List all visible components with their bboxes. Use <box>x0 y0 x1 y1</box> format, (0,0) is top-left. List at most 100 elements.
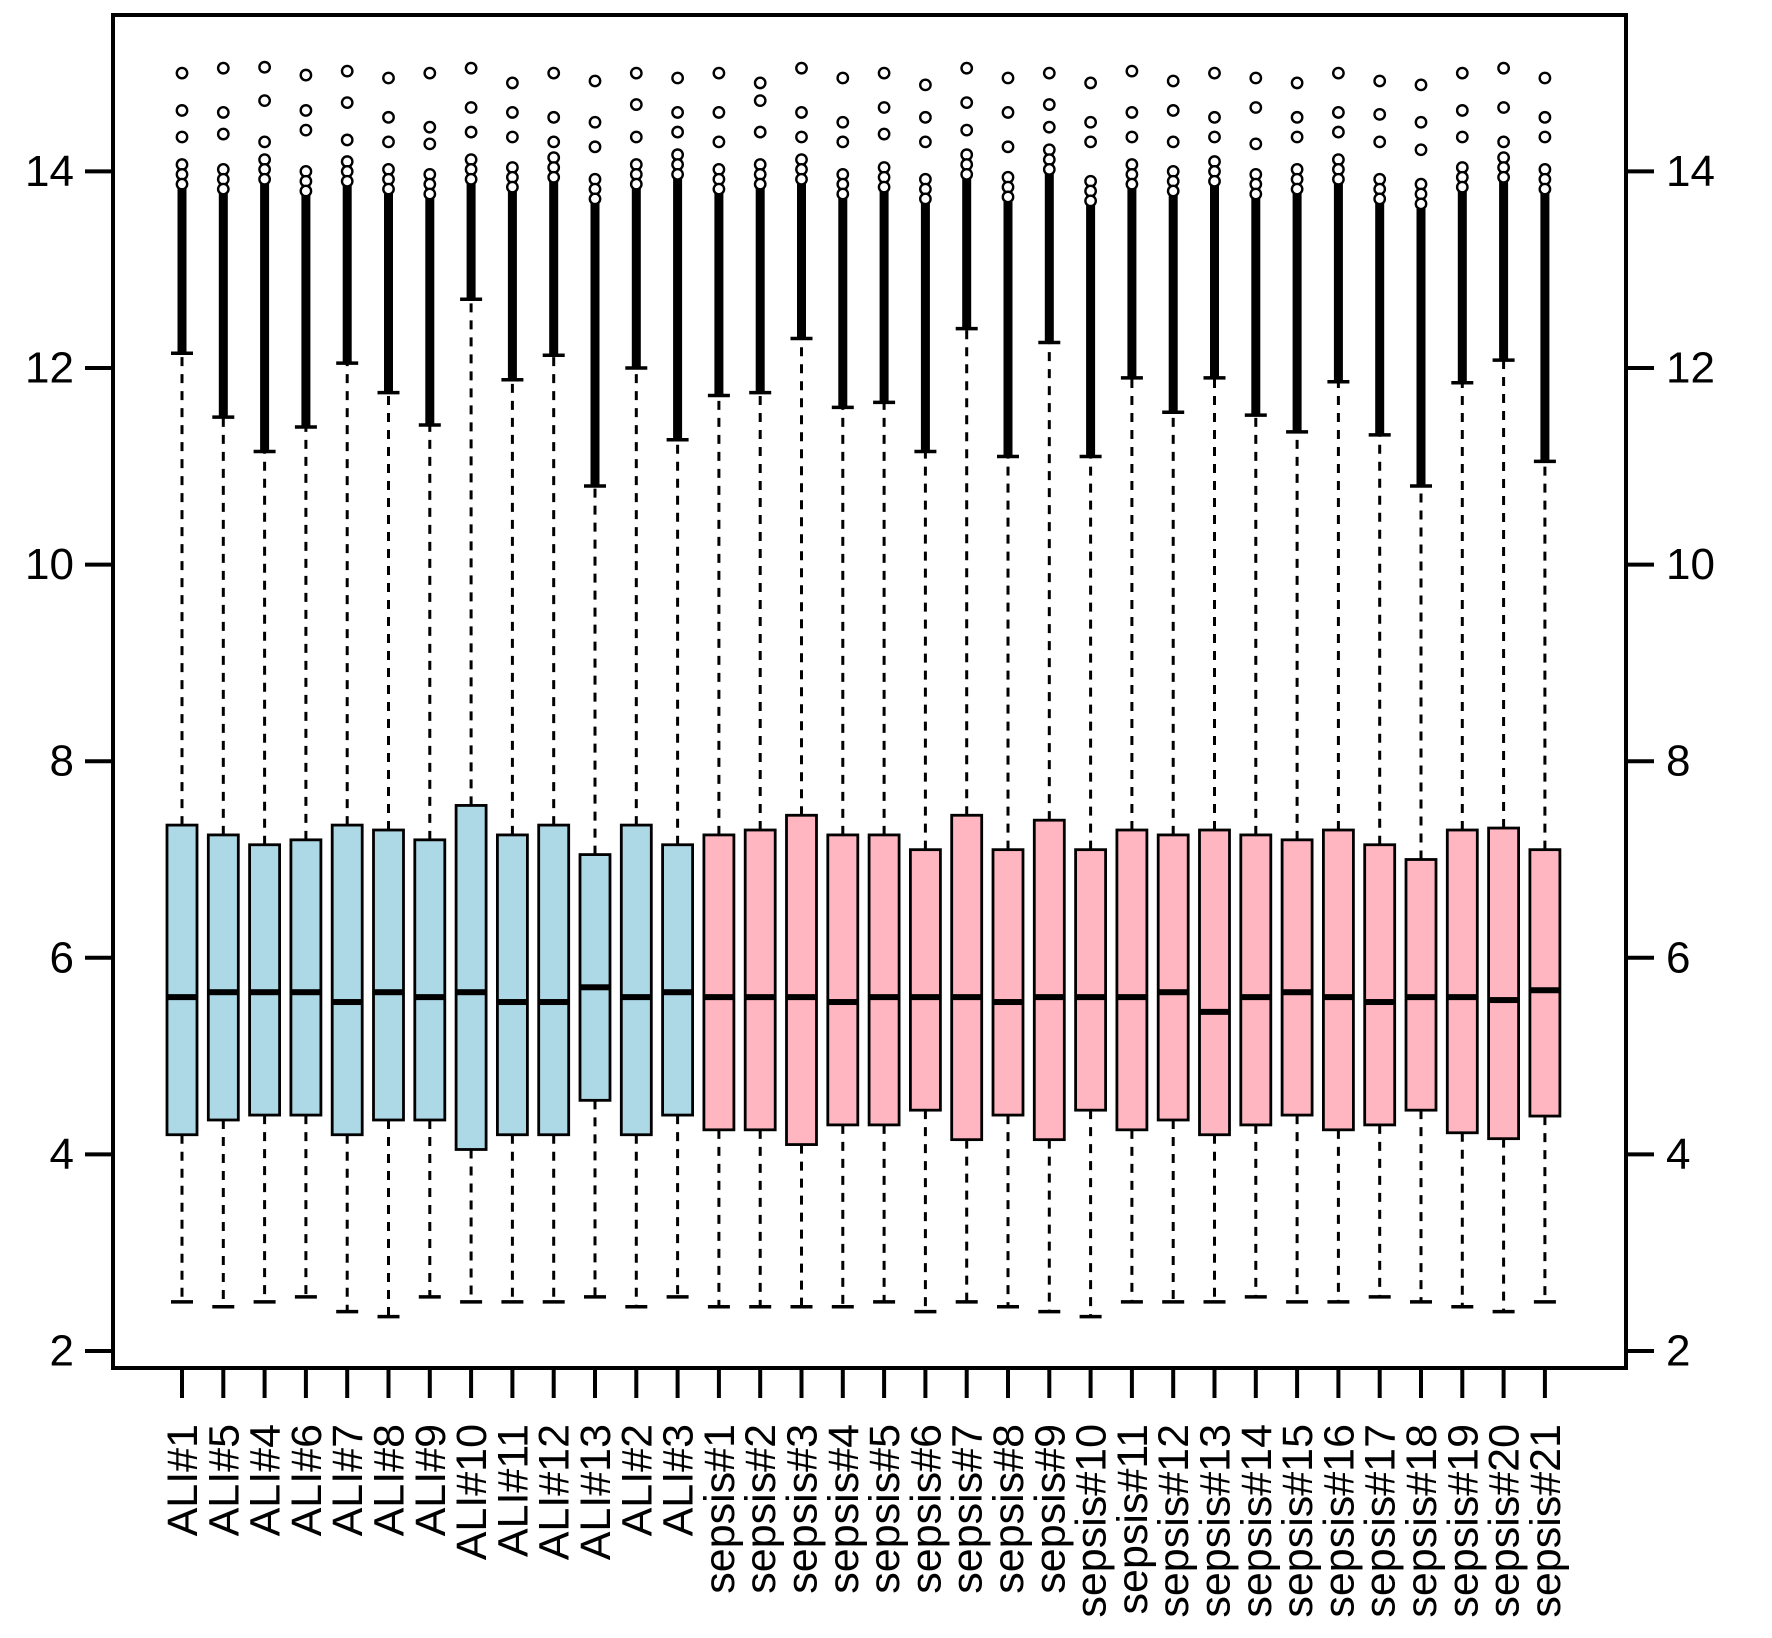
outlier-dense-column <box>342 163 352 364</box>
iqr-box <box>1528 848 1562 1118</box>
x-axis-tick-label: sepsis#11 <box>1109 1424 1157 1614</box>
x-axis-tick-label: ALI#1 <box>159 1424 207 1536</box>
iqr-box <box>495 833 529 1137</box>
outlier-point <box>1538 182 1552 196</box>
outlier-point <box>919 135 932 149</box>
boxplot-box-sepsis#3: sepsis#3 <box>779 61 827 1594</box>
outlier-point <box>877 101 891 114</box>
outlier-point <box>919 192 932 206</box>
outlier-dense-column <box>673 156 683 440</box>
outlier-point <box>1497 101 1511 114</box>
boxplot-box-sepsis#21: sepsis#21 <box>1522 71 1570 1618</box>
outlier-point <box>423 137 437 151</box>
x-axis-tick-label: sepsis#14 <box>1233 1424 1281 1618</box>
boxplot-box-sepsis#11: sepsis#11 <box>1109 64 1157 1614</box>
outlier-point <box>382 71 395 85</box>
iqr-box <box>578 853 612 1102</box>
boxplot-box-ALI#5: ALI#5 <box>200 61 248 1536</box>
boxplot-box-sepsis#2: sepsis#2 <box>737 76 785 1594</box>
iqr-box <box>661 843 694 1117</box>
iqr-box <box>909 848 942 1112</box>
y-axis-right-tick-label: 2 <box>1666 1327 1690 1376</box>
x-axis-tick-label: ALI#10 <box>448 1424 496 1560</box>
x-axis-tick-label: sepsis#6 <box>902 1424 950 1594</box>
iqr-box <box>454 804 488 1151</box>
boxplot-box-sepsis#19: sepsis#19 <box>1439 66 1487 1618</box>
iqr-box <box>289 838 323 1117</box>
median-line <box>1488 997 1519 1004</box>
boxplot-box-ALI#1: ALI#1 <box>159 66 207 1536</box>
outlier-dense-column <box>755 166 765 393</box>
x-axis-tick-label: ALI#12 <box>531 1424 579 1560</box>
iqr-box <box>1363 843 1397 1127</box>
median-line <box>1323 994 1354 1001</box>
outlier-point <box>877 127 891 141</box>
outlier-point <box>1125 177 1139 191</box>
outlier-point <box>588 140 602 154</box>
y-axis-right-tick-label: 12 <box>1666 344 1715 393</box>
median-line <box>1364 999 1395 1006</box>
boxplot-box-sepsis#7: sepsis#7 <box>944 61 992 1594</box>
outlier-point <box>1332 125 1345 139</box>
outlier-point <box>1455 66 1469 80</box>
outlier-point <box>1166 104 1180 117</box>
outlier-point <box>299 68 313 82</box>
median-line <box>1116 994 1147 1001</box>
median-line <box>373 989 404 996</box>
outlier-point <box>382 182 395 196</box>
outlier-point <box>175 66 189 80</box>
outlier-point <box>1332 172 1345 186</box>
outlier-dense-column <box>714 171 724 396</box>
boxplot-box-sepsis#9: sepsis#9 <box>1026 66 1074 1594</box>
outlier-point <box>753 94 767 108</box>
boxplot-box-ALI#2: ALI#2 <box>613 66 661 1536</box>
iqr-box <box>826 833 860 1127</box>
outlier-point <box>547 66 561 80</box>
outlier-point <box>547 170 561 184</box>
outlier-point <box>340 133 354 147</box>
iqr-box <box>330 823 364 1137</box>
iqr-box <box>1115 828 1149 1132</box>
outlier-point <box>671 106 684 119</box>
outlier-point <box>1249 101 1263 114</box>
outlier-point <box>919 110 932 124</box>
outlier-point <box>1414 78 1428 92</box>
outlier-point <box>712 66 726 80</box>
x-axis-tick-label: sepsis#9 <box>1026 1424 1074 1594</box>
outlier-point <box>960 96 974 109</box>
outlier-point <box>382 110 395 124</box>
y-axis-left-tick-label: 2 <box>50 1327 74 1376</box>
outlier-point <box>423 120 437 134</box>
outlier-point <box>877 180 891 194</box>
outlier-dense-column <box>301 173 311 427</box>
iqr-box <box>1074 848 1107 1112</box>
x-axis-tick-label: ALI#7 <box>324 1424 372 1536</box>
x-axis-tick-label: sepsis#5 <box>861 1424 909 1594</box>
median-line <box>993 999 1023 1006</box>
x-axis-tick-label: sepsis#1 <box>696 1424 744 1594</box>
outlier-point <box>1290 182 1304 196</box>
outlier-point <box>340 64 354 78</box>
outlier-point <box>506 180 519 194</box>
outlier-point <box>1497 170 1511 184</box>
outlier-point <box>1414 143 1428 157</box>
median-line <box>745 994 776 1001</box>
x-axis-tick-label: ALI#5 <box>200 1424 248 1536</box>
outlier-point <box>258 172 271 186</box>
boxplot-box-sepsis#16: sepsis#16 <box>1315 66 1363 1618</box>
y-axis-left-tick-label: 8 <box>50 737 74 786</box>
y-axis-left-tick-label: 14 <box>25 147 74 196</box>
boxplot-box-sepsis#8: sepsis#8 <box>985 71 1033 1594</box>
x-axis-tick-label: sepsis#13 <box>1192 1424 1240 1618</box>
median-line <box>1529 987 1560 994</box>
outlier-dense-column <box>549 159 559 356</box>
outlier-dense-column <box>962 156 972 329</box>
outlier-point <box>588 74 602 88</box>
outlier-dense-column <box>879 169 889 403</box>
boxplot-box-ALI#12: ALI#12 <box>531 66 579 1560</box>
outlier-point <box>795 106 808 119</box>
median-line <box>1075 994 1106 1001</box>
outlier-point <box>1001 190 1015 204</box>
outlier-point <box>671 71 684 85</box>
